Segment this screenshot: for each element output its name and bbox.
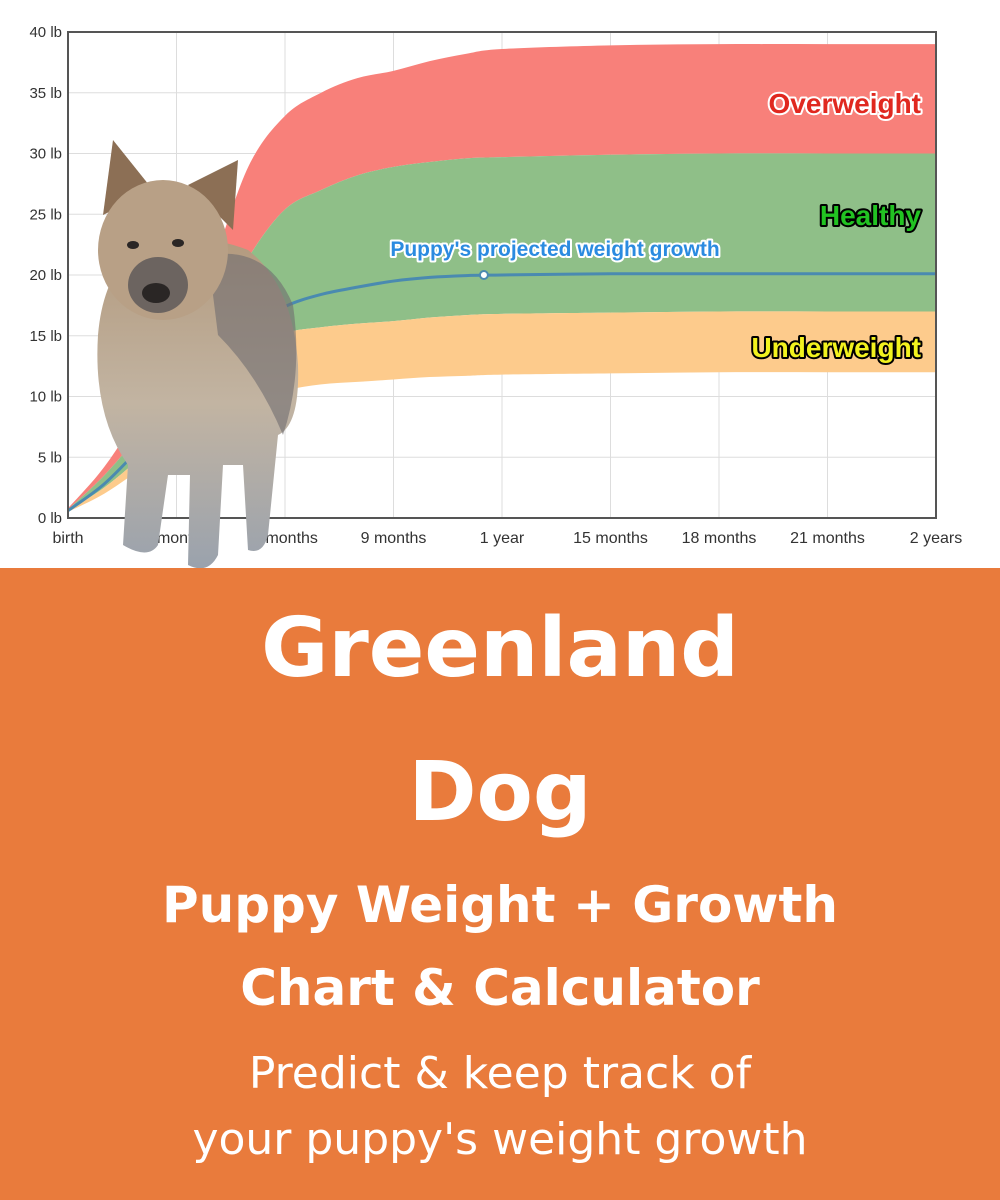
y-tick-label: 15 lb [29,328,62,345]
puppy-photo [97,140,299,569]
growth-marker [478,270,489,280]
breed-title-line2: Dog [408,745,592,840]
title-banner: Greenland Dog Puppy Weight + Growth Char… [0,568,1000,1200]
y-tick-label: 5 lb [38,449,62,466]
y-tick-label: 25 lb [29,206,62,223]
axis-ticks: 0 lb 5 lb 10 lb 15 lb 20 lb 25 lb 30 lb 35 lb 40… [29,24,962,547]
y-tick-label: 40 lb [29,24,62,41]
subtitle-line1: Puppy Weight + Growth [162,876,838,934]
y-tick-label: 30 lb [29,146,62,163]
breed-title-line1: Greenland [261,601,739,696]
x-tick-label: 6 months [252,530,318,547]
x-tick-label: 9 months [361,530,427,547]
label-projected-growth: Puppy's projected weight growth [390,238,719,261]
description-line2: your puppy's weight growth [192,1114,808,1165]
x-tick-label: 21 months [790,530,865,547]
y-tick-label: 20 lb [29,267,62,284]
subtitle-line2: Chart & Calculator [240,959,760,1017]
band-healthy [68,153,936,511]
label-healthy: Healthy [820,200,922,231]
description-line1: Predict & keep track of [248,1048,752,1099]
label-overweight: Overweight [769,88,921,119]
band-overweight [68,44,936,510]
x-tick-label: 18 months [682,530,757,547]
y-tick-label: 10 lb [29,389,62,406]
plot-frame [67,31,937,519]
y-tick-label: 0 lb [38,510,62,527]
y-tick-label: 35 lb [29,85,62,102]
x-tick-label: 15 months [573,530,648,547]
x-tick-label: 1 year [480,530,525,547]
label-underweight: Underweight [751,332,921,363]
x-tick-label: 2 years [910,530,962,547]
band-labels: Overweight Healthy Underweight Puppy's proj… [388,86,923,365]
x-tick-label: birth [52,530,83,547]
